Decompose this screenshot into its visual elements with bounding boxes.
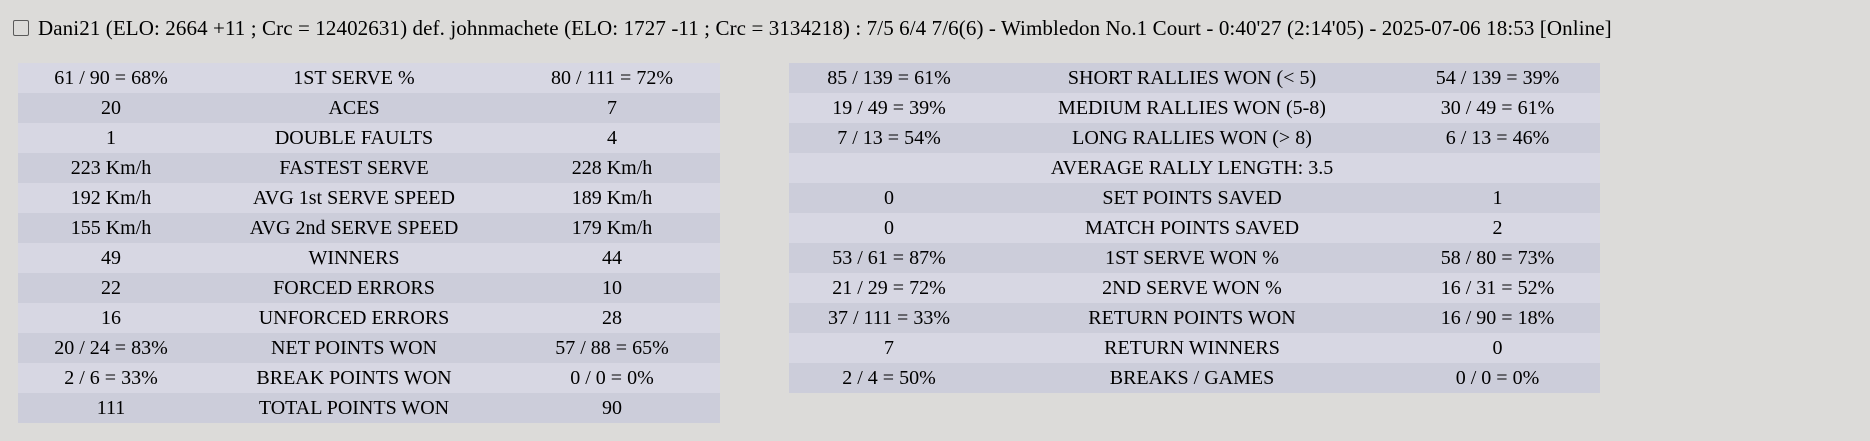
- player1-value: 7 / 13 = 54%: [789, 123, 989, 153]
- stats-row: 61 / 90 = 68% 1ST SERVE % 80 / 111 = 72%: [18, 63, 720, 93]
- stat-label: DOUBLE FAULTS: [204, 123, 504, 153]
- stat-label: SET POINTS SAVED: [989, 183, 1395, 213]
- stats-row: 2 / 4 = 50% BREAKS / GAMES 0 / 0 = 0%: [789, 363, 1600, 393]
- player2-value: 80 / 111 = 72%: [504, 63, 720, 93]
- match-select-checkbox[interactable]: [13, 20, 29, 36]
- player1-value: 85 / 139 = 61%: [789, 63, 989, 93]
- player2-value: 54 / 139 = 39%: [1395, 63, 1600, 93]
- player2-value: 7: [504, 93, 720, 123]
- match-summary: Dani21 (ELO: 2664 +11 ; Crc = 12402631) …: [38, 16, 1612, 40]
- player1-value: 2 / 6 = 33%: [18, 363, 204, 393]
- stat-label: AVERAGE RALLY LENGTH: 3.5: [989, 153, 1395, 183]
- stat-label: MATCH POINTS SAVED: [989, 213, 1395, 243]
- player2-value: 30 / 49 = 61%: [1395, 93, 1600, 123]
- player2-value: 90: [504, 393, 720, 423]
- stats-row: 20 ACES 7: [18, 93, 720, 123]
- player2-value: 0 / 0 = 0%: [504, 363, 720, 393]
- stats-row: 16 UNFORCED ERRORS 28: [18, 303, 720, 333]
- stats-row: 53 / 61 = 87% 1ST SERVE WON % 58 / 80 = 73…: [789, 243, 1600, 273]
- stats-row: 111 TOTAL POINTS WON 90: [18, 393, 720, 423]
- stats-row: 20 / 24 = 83% NET POINTS WON 57 / 88 = 65%: [18, 333, 720, 363]
- player1-value: 2 / 4 = 50%: [789, 363, 989, 393]
- player1-value: [789, 153, 989, 183]
- player2-value: 0 / 0 = 0%: [1395, 363, 1600, 393]
- player1-value: 7: [789, 333, 989, 363]
- stat-label: RETURN WINNERS: [989, 333, 1395, 363]
- player1-value: 49: [18, 243, 204, 273]
- player2-value: 44: [504, 243, 720, 273]
- player1-value: 192 Km/h: [18, 183, 204, 213]
- player1-value: 21 / 29 = 72%: [789, 273, 989, 303]
- player1-value: 111: [18, 393, 204, 423]
- player1-value: 22: [18, 273, 204, 303]
- player2-value: 6 / 13 = 46%: [1395, 123, 1600, 153]
- stats-row: 49 WINNERS 44: [18, 243, 720, 273]
- player2-value: 4: [504, 123, 720, 153]
- stat-label: TOTAL POINTS WON: [204, 393, 504, 423]
- stats-row: 1 DOUBLE FAULTS 4: [18, 123, 720, 153]
- stat-label: MEDIUM RALLIES WON (5-8): [989, 93, 1395, 123]
- stat-label: BREAK POINTS WON: [204, 363, 504, 393]
- stat-label: RETURN POINTS WON: [989, 303, 1395, 333]
- stats-row: 7 / 13 = 54% LONG RALLIES WON (> 8) 6 / 13…: [789, 123, 1600, 153]
- player1-value: 61 / 90 = 68%: [18, 63, 204, 93]
- stat-label: UNFORCED ERRORS: [204, 303, 504, 333]
- stats-row: 223 Km/h FASTEST SERVE 228 Km/h: [18, 153, 720, 183]
- stats-row: 155 Km/h AVG 2nd SERVE SPEED 179 Km/h: [18, 213, 720, 243]
- stats-row: AVERAGE RALLY LENGTH: 3.5: [789, 153, 1600, 183]
- player1-value: 155 Km/h: [18, 213, 204, 243]
- stats-row: 192 Km/h AVG 1st SERVE SPEED 189 Km/h: [18, 183, 720, 213]
- player1-value: 20: [18, 93, 204, 123]
- player2-value: 58 / 80 = 73%: [1395, 243, 1600, 273]
- stat-label: SHORT RALLIES WON (< 5): [989, 63, 1395, 93]
- stat-label: AVG 2nd SERVE SPEED: [204, 213, 504, 243]
- player1-value: 0: [789, 213, 989, 243]
- player2-value: 28: [504, 303, 720, 333]
- player2-value: 16 / 31 = 52%: [1395, 273, 1600, 303]
- player1-value: 223 Km/h: [18, 153, 204, 183]
- stat-label: WINNERS: [204, 243, 504, 273]
- stat-label: ACES: [204, 93, 504, 123]
- player2-value: 16 / 90 = 18%: [1395, 303, 1600, 333]
- player2-value: 0: [1395, 333, 1600, 363]
- player2-value: 228 Km/h: [504, 153, 720, 183]
- stat-label: BREAKS / GAMES: [989, 363, 1395, 393]
- player2-value: [1395, 153, 1600, 183]
- player1-value: 37 / 111 = 33%: [789, 303, 989, 333]
- player2-value: 57 / 88 = 65%: [504, 333, 720, 363]
- player2-value: 2: [1395, 213, 1600, 243]
- serve-stats-table: 61 / 90 = 68% 1ST SERVE % 80 / 111 = 72% 20…: [18, 63, 720, 423]
- stats-row: 19 / 49 = 39% MEDIUM RALLIES WON (5-8) 30 …: [789, 93, 1600, 123]
- stat-label: FORCED ERRORS: [204, 273, 504, 303]
- player1-value: 0: [789, 183, 989, 213]
- stats-row: 0 SET POINTS SAVED 1: [789, 183, 1600, 213]
- stats-row: 22 FORCED ERRORS 10: [18, 273, 720, 303]
- stat-label: 2ND SERVE WON %: [989, 273, 1395, 303]
- stat-label: FASTEST SERVE: [204, 153, 504, 183]
- stat-label: NET POINTS WON: [204, 333, 504, 363]
- player1-value: 16: [18, 303, 204, 333]
- stat-label: AVG 1st SERVE SPEED: [204, 183, 504, 213]
- stats-row: 2 / 6 = 33% BREAK POINTS WON 0 / 0 = 0%: [18, 363, 720, 393]
- match-header: Dani21 (ELO: 2664 +11 ; Crc = 12402631) …: [13, 15, 1612, 41]
- stat-label: LONG RALLIES WON (> 8): [989, 123, 1395, 153]
- stats-row: 0 MATCH POINTS SAVED 2: [789, 213, 1600, 243]
- player1-value: 53 / 61 = 87%: [789, 243, 989, 273]
- stats-row: 7 RETURN WINNERS 0: [789, 333, 1600, 363]
- player1-value: 20 / 24 = 83%: [18, 333, 204, 363]
- stat-label: 1ST SERVE %: [204, 63, 504, 93]
- stats-row: 85 / 139 = 61% SHORT RALLIES WON (< 5) 54 …: [789, 63, 1600, 93]
- stats-row: 21 / 29 = 72% 2ND SERVE WON % 16 / 31 = 52…: [789, 273, 1600, 303]
- player2-value: 1: [1395, 183, 1600, 213]
- player2-value: 189 Km/h: [504, 183, 720, 213]
- player1-value: 19 / 49 = 39%: [789, 93, 989, 123]
- player2-value: 10: [504, 273, 720, 303]
- stat-label: 1ST SERVE WON %: [989, 243, 1395, 273]
- player1-value: 1: [18, 123, 204, 153]
- player2-value: 179 Km/h: [504, 213, 720, 243]
- rally-stats-table: 85 / 139 = 61% SHORT RALLIES WON (< 5) 54 …: [789, 63, 1600, 393]
- stats-row: 37 / 111 = 33% RETURN POINTS WON 16 / 90 =…: [789, 303, 1600, 333]
